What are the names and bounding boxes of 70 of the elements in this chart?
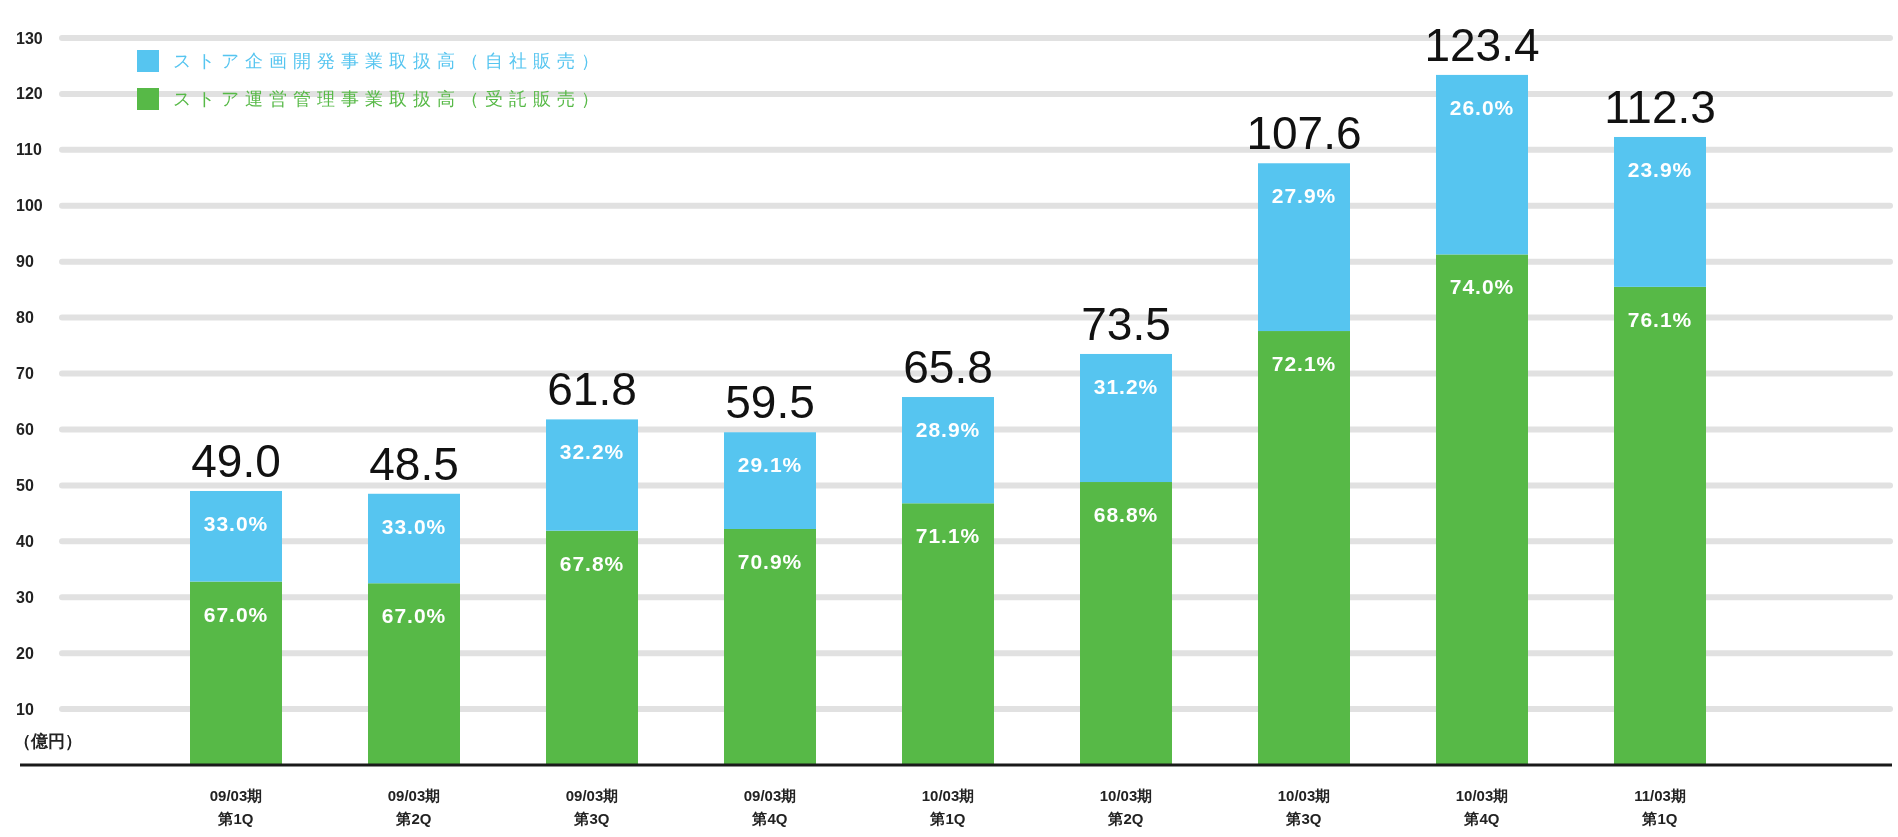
y-tick-label: 10 <box>16 700 34 718</box>
y-tick-label: 40 <box>16 532 34 550</box>
x-tick-label: 10/03期第3Q <box>1277 787 1331 827</box>
total-label: 48.5 <box>369 437 459 490</box>
annotation: 68.8% <box>1093 503 1159 527</box>
annotation: 29.1% <box>737 453 803 477</box>
y-tick-label: 80 <box>16 309 34 327</box>
y-axis-title: （億円） <box>14 731 82 751</box>
bar <box>190 490 282 582</box>
annotation: 33.0% <box>203 511 269 535</box>
x-tick-label: 11/03期第1Q <box>1634 787 1686 827</box>
annotation: 27.9% <box>1271 184 1337 208</box>
total-label: 73.5 <box>1081 297 1171 350</box>
x-tick-label: 10/03期第4Q <box>1455 787 1509 827</box>
bar <box>724 529 816 765</box>
annotation: 33.0% <box>381 514 447 538</box>
bar <box>368 583 460 765</box>
total-label: 61.8 <box>547 363 637 416</box>
total-label: 123.4 <box>1424 18 1540 71</box>
annotation: 67.0% <box>203 602 269 626</box>
total-label: 112.3 <box>1604 80 1716 133</box>
bar <box>190 581 282 765</box>
bar <box>1080 353 1172 483</box>
x-tick-label: 10/03期第2Q <box>1099 787 1153 827</box>
x-tick-label: 09/03期第1Q <box>209 787 263 827</box>
total-label: 107.6 <box>1246 107 1362 160</box>
bar <box>1614 136 1706 287</box>
annotation: 32.2% <box>559 440 625 464</box>
bar <box>902 397 994 504</box>
y-tick-label: 70 <box>16 365 34 383</box>
y-tick-label: 100 <box>16 197 43 215</box>
x-tick-label: 09/03期第2Q <box>387 787 441 827</box>
y-tick-label: 30 <box>16 588 34 606</box>
y-tick-label: 110 <box>16 141 42 159</box>
y-tick-label: 60 <box>16 420 34 438</box>
annotation: 76.1% <box>1627 307 1693 331</box>
annotation: 28.9% <box>915 418 981 442</box>
annotation: 67.8% <box>559 551 625 575</box>
bar <box>1436 254 1528 765</box>
bar <box>546 419 638 531</box>
bar <box>1258 163 1350 332</box>
y-tick-label: 130 <box>16 29 43 47</box>
x-tick-label: 10/03期第1Q <box>921 787 975 827</box>
annotation: 72.1% <box>1271 352 1337 376</box>
x-tick-label: 09/03期第4Q <box>743 787 797 827</box>
annotation: 26.0% <box>1449 95 1515 119</box>
bar <box>368 493 460 584</box>
legend-label: ストア運営管理事業取扱高（受託販売） <box>173 89 605 109</box>
y-tick-label: 50 <box>16 476 34 494</box>
bar <box>724 432 816 529</box>
annotation: 23.9% <box>1627 157 1693 181</box>
bar <box>1614 286 1706 765</box>
bar <box>1436 74 1528 255</box>
total-label: 59.5 <box>725 376 815 429</box>
y-tick-label: 20 <box>16 644 34 662</box>
annotation: 74.0% <box>1449 275 1515 299</box>
bar <box>1080 482 1172 765</box>
annotation: 71.1% <box>915 524 981 548</box>
total-label: 49.0 <box>191 434 281 487</box>
legend-label: ストア企画開発事業取扱高（自社販売） <box>173 51 605 71</box>
bar <box>902 503 994 765</box>
annotation: 67.0% <box>381 604 447 628</box>
total-label: 65.8 <box>903 341 993 394</box>
annotation: 70.9% <box>737 550 803 573</box>
bar <box>1258 331 1350 765</box>
annotation: 31.2% <box>1093 374 1159 398</box>
y-tick-label: 120 <box>16 85 43 103</box>
x-tick-label: 09/03期第3Q <box>565 787 619 827</box>
bar <box>546 530 638 765</box>
y-tick-label: 90 <box>16 253 34 271</box>
